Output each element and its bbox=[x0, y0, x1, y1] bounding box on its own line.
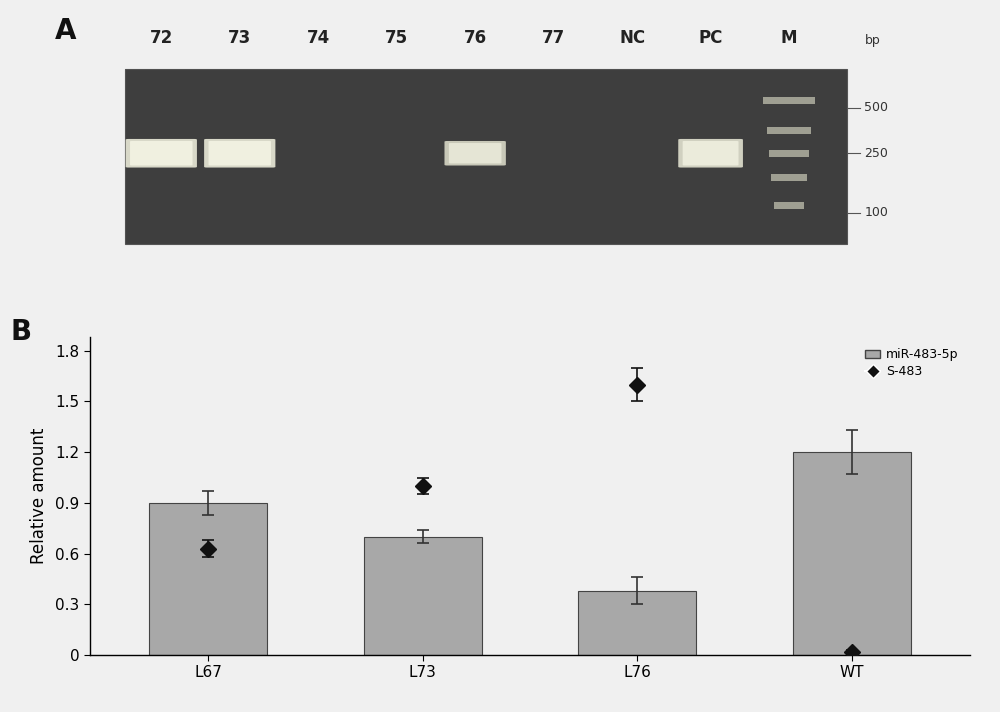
FancyBboxPatch shape bbox=[126, 139, 197, 167]
Text: 76: 76 bbox=[464, 28, 487, 47]
Bar bbox=[771, 174, 807, 181]
Text: 73: 73 bbox=[228, 28, 251, 47]
Legend: miR-483-5p, S-483: miR-483-5p, S-483 bbox=[860, 343, 964, 383]
Text: 500: 500 bbox=[864, 101, 888, 115]
Bar bbox=[774, 202, 804, 209]
Y-axis label: Relative amount: Relative amount bbox=[30, 428, 48, 565]
Text: 100: 100 bbox=[864, 206, 888, 219]
Bar bbox=[793, 452, 911, 655]
FancyBboxPatch shape bbox=[209, 141, 271, 165]
Text: 74: 74 bbox=[307, 28, 330, 47]
FancyBboxPatch shape bbox=[449, 143, 501, 164]
Text: 72: 72 bbox=[150, 28, 173, 47]
Text: B: B bbox=[11, 318, 32, 346]
FancyBboxPatch shape bbox=[204, 139, 275, 167]
FancyBboxPatch shape bbox=[678, 139, 743, 167]
Text: PC: PC bbox=[698, 28, 723, 47]
Text: NC: NC bbox=[619, 28, 645, 47]
Bar bbox=[767, 127, 811, 134]
Bar bbox=[364, 537, 482, 655]
Bar bbox=[125, 69, 847, 244]
Text: A: A bbox=[55, 17, 76, 45]
Text: bp: bp bbox=[864, 33, 880, 47]
Text: 77: 77 bbox=[542, 28, 565, 47]
Bar bbox=[763, 98, 815, 104]
Bar bbox=[578, 591, 696, 655]
Bar bbox=[769, 150, 809, 157]
Text: 75: 75 bbox=[385, 28, 408, 47]
FancyBboxPatch shape bbox=[130, 141, 193, 165]
Bar bbox=[125, 69, 847, 244]
FancyBboxPatch shape bbox=[683, 141, 739, 165]
Text: 250: 250 bbox=[864, 147, 888, 159]
Text: M: M bbox=[781, 28, 797, 47]
FancyBboxPatch shape bbox=[444, 141, 506, 165]
Bar bbox=[149, 503, 267, 655]
